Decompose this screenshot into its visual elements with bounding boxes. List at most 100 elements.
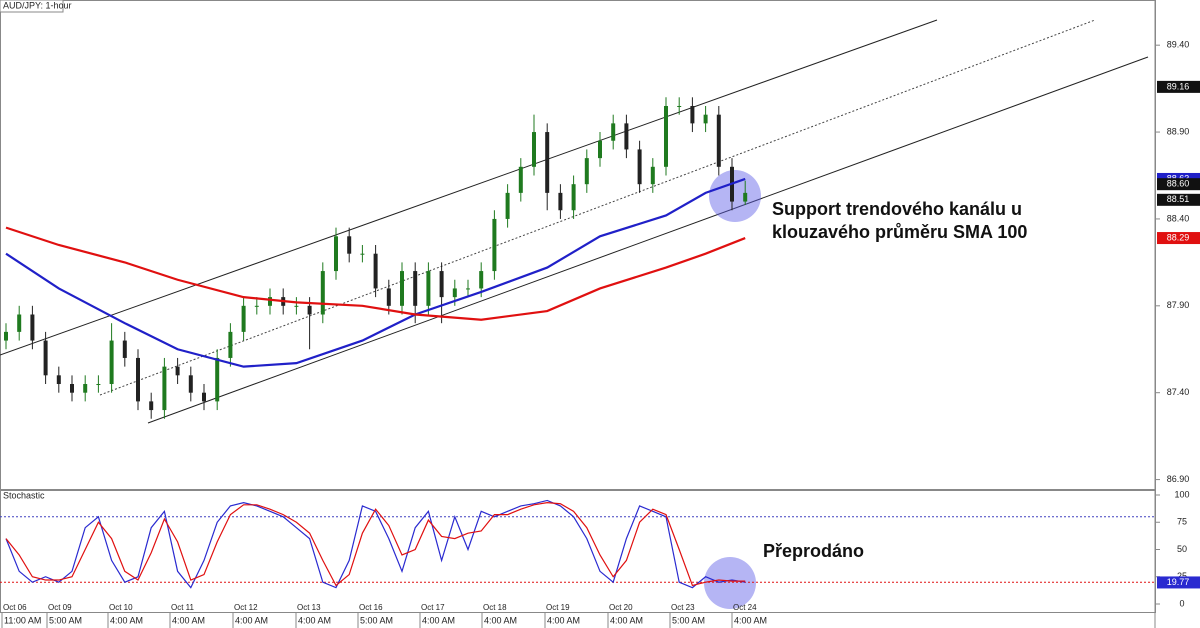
candle-body bbox=[584, 158, 589, 185]
x-date-label: Oct 11 bbox=[171, 603, 195, 612]
candle-body bbox=[518, 166, 523, 193]
stoch-line bbox=[5, 502, 746, 587]
candle-body bbox=[175, 366, 180, 376]
candle-body bbox=[4, 331, 8, 341]
candle-body bbox=[611, 123, 616, 141]
candle-body bbox=[347, 236, 352, 254]
candle-body bbox=[215, 357, 220, 402]
price-label: 89.16 bbox=[1167, 81, 1190, 91]
candle-body bbox=[228, 331, 233, 358]
price-label: 88.29 bbox=[1167, 232, 1190, 242]
channel-lower bbox=[147, 56, 1149, 424]
candle-body bbox=[571, 184, 576, 211]
x-time-label: 4:00 AM bbox=[610, 615, 643, 625]
x-time-label: 11:00 AM bbox=[4, 615, 41, 625]
x-date-label: Oct 06 bbox=[3, 603, 27, 612]
x-time-label: 4:00 AM bbox=[110, 615, 143, 625]
annotation: Přeprodáno bbox=[763, 541, 864, 561]
stoch-line bbox=[5, 499, 746, 589]
candle-body bbox=[505, 192, 510, 219]
y-tick-label: 89.40 bbox=[1167, 40, 1190, 50]
price-label: 88.51 bbox=[1167, 194, 1190, 204]
x-date-label: Oct 24 bbox=[733, 603, 757, 612]
candle-body bbox=[452, 288, 457, 298]
stoch-label: 19.77 bbox=[1167, 577, 1190, 587]
x-time-label: 5:00 AM bbox=[49, 615, 82, 625]
sma-line bbox=[5, 226, 746, 321]
candle-body bbox=[202, 392, 206, 402]
candle-body bbox=[188, 375, 193, 393]
stoch-title: Stochastic bbox=[3, 490, 45, 500]
stoch-label-box bbox=[1157, 576, 1200, 589]
candle-body bbox=[241, 305, 246, 332]
candle-body bbox=[598, 140, 602, 159]
x-date-label: Oct 17 bbox=[421, 603, 445, 612]
channel-upper bbox=[0, 19, 938, 356]
candle-body bbox=[492, 218, 497, 272]
x-time-label: 4:00 AM bbox=[298, 615, 331, 625]
price-label-box bbox=[1157, 80, 1200, 93]
candle-body bbox=[30, 314, 35, 341]
x-date-label: Oct 12 bbox=[234, 603, 258, 612]
highlight-circle bbox=[704, 557, 756, 609]
x-time-label: 5:00 AM bbox=[360, 615, 393, 625]
candle-body bbox=[254, 305, 259, 307]
candle-body bbox=[426, 271, 431, 306]
x-time-label: 4:00 AM bbox=[734, 615, 767, 625]
candle-body bbox=[716, 114, 721, 167]
price-label-box bbox=[1157, 193, 1200, 206]
y-tick-label: 75 bbox=[1177, 517, 1187, 527]
candle-body bbox=[743, 192, 748, 202]
candle-body bbox=[466, 288, 470, 290]
price-label-box bbox=[1157, 178, 1200, 191]
y-tick-label: 50 bbox=[1177, 544, 1187, 554]
x-date-label: Oct 09 bbox=[48, 603, 72, 612]
annotation: Support trendového kanálu u bbox=[772, 199, 1022, 219]
candle-body bbox=[96, 384, 101, 386]
candle-body bbox=[439, 271, 444, 298]
candle-body bbox=[558, 192, 563, 211]
candle-body bbox=[664, 105, 668, 167]
y-tick-label: 100 bbox=[1174, 489, 1189, 499]
x-date-label: Oct 13 bbox=[297, 603, 321, 612]
x-time-label: 5:00 AM bbox=[672, 615, 705, 625]
chart-title: AUD/JPY: 1-hour bbox=[3, 0, 72, 10]
x-date-label: Oct 19 bbox=[546, 603, 570, 612]
candle-body bbox=[70, 384, 74, 393]
x-time-label: 4:00 AM bbox=[484, 615, 517, 625]
candle-body bbox=[624, 123, 629, 150]
candle-body bbox=[545, 132, 550, 193]
y-tick-label: 87.90 bbox=[1167, 300, 1190, 310]
x-date-label: Oct 16 bbox=[359, 603, 383, 612]
x-date-label: Oct 18 bbox=[483, 603, 507, 612]
candle-body bbox=[136, 357, 140, 402]
price-label: 88.60 bbox=[1167, 179, 1190, 189]
candle-body bbox=[637, 149, 642, 185]
y-tick-label: 87.40 bbox=[1167, 387, 1190, 397]
x-date-label: Oct 23 bbox=[671, 603, 695, 612]
annotation: klouzavého průměru SMA 100 bbox=[772, 222, 1027, 242]
y-tick-label: 88.90 bbox=[1167, 126, 1190, 136]
marks: 86.9087.4087.9088.4088.9089.4089.1688.63… bbox=[0, 40, 1200, 628]
candle-body bbox=[400, 271, 404, 306]
candle-body bbox=[56, 375, 61, 385]
candle-body bbox=[268, 297, 272, 306]
candle-body bbox=[83, 384, 88, 393]
title-box bbox=[0, 0, 64, 13]
candle-body bbox=[43, 340, 48, 376]
candle-body bbox=[677, 105, 682, 107]
candle-body bbox=[320, 271, 325, 315]
candle-body bbox=[122, 340, 127, 358]
x-date-label: Oct 20 bbox=[609, 603, 633, 612]
candle-body bbox=[294, 305, 299, 307]
x-time-label: 4:00 AM bbox=[547, 615, 580, 625]
candle-body bbox=[690, 105, 695, 124]
candle-body bbox=[17, 314, 22, 332]
candle-body bbox=[413, 271, 418, 306]
x-time-label: 4:00 AM bbox=[235, 615, 268, 625]
candle-body bbox=[360, 253, 365, 255]
candle-body bbox=[479, 271, 484, 289]
y-tick-label: 86.90 bbox=[1167, 474, 1190, 484]
